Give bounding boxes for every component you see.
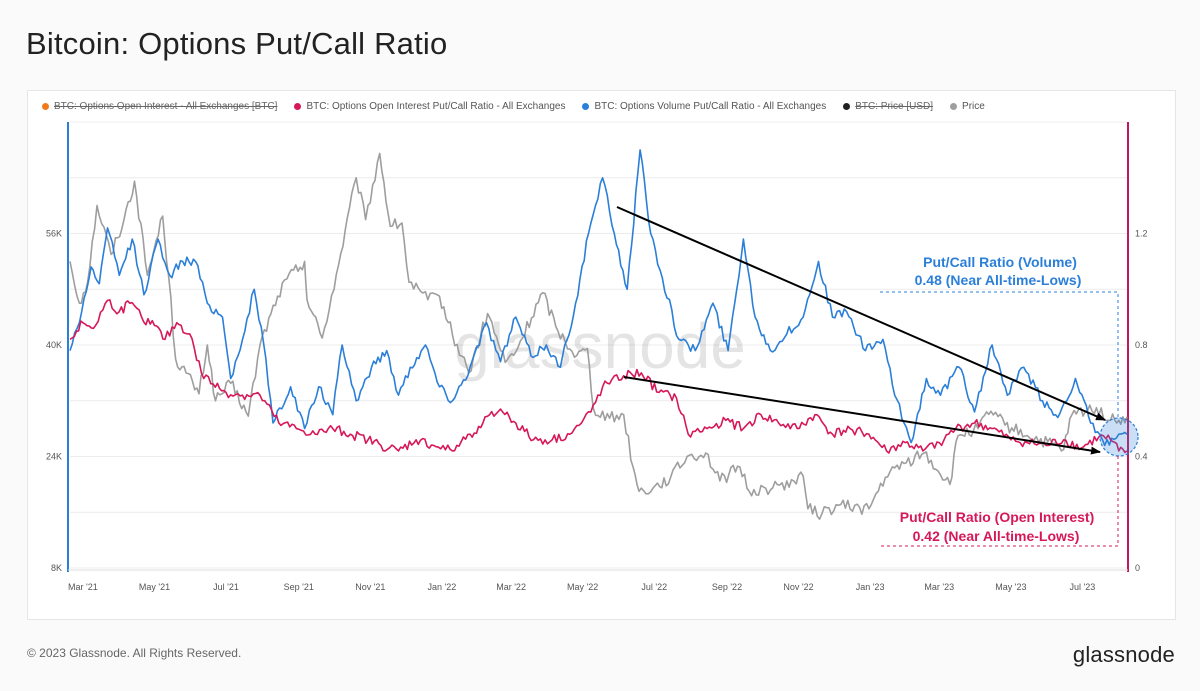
glassnode-logo: glassnode — [1072, 642, 1175, 667]
legend-item-1[interactable]: BTC: Options Open Interest - All Exchang… — [42, 101, 277, 112]
x-tick-label: May '23 — [995, 582, 1026, 592]
x-tick-label: Mar '21 — [68, 582, 98, 592]
volume-annotation-title: Put/Call Ratio (Volume) — [923, 254, 1077, 270]
chart-legend: BTC: Options Open Interest - All Exchang… — [42, 96, 1002, 116]
x-tick-label: Nov '22 — [783, 582, 813, 592]
chart-panel — [27, 90, 1176, 620]
x-tick-label: Mar '23 — [924, 582, 954, 592]
legend-marker — [294, 102, 302, 110]
series-line-1 — [69, 152, 1128, 520]
legend-item-5[interactable]: Price — [950, 101, 985, 112]
watermark: glassnode — [454, 310, 746, 382]
legend-marker — [843, 102, 851, 110]
x-tick-label: Nov '21 — [355, 582, 385, 592]
legend-marker — [950, 102, 958, 110]
oi-annotation-value: 0.42 (Near All-time-Lows) — [913, 528, 1080, 544]
highlight-circle — [1099, 417, 1139, 457]
x-tick-label: Jul '23 — [1070, 582, 1096, 592]
legend-label: Price — [962, 100, 985, 112]
legend-marker — [582, 102, 590, 110]
legend-label: BTC: Options Open Interest - All Exchang… — [54, 100, 278, 112]
x-tick-label: Jul '22 — [641, 582, 667, 592]
y-right-tick-label: 0.8 — [1135, 340, 1148, 350]
volume-callout-bracket — [880, 291, 1119, 420]
y-right-tick-label: 1.2 — [1135, 229, 1148, 239]
x-tick-label: Sep '21 — [284, 582, 314, 592]
x-tick-label: Jan '23 — [856, 582, 885, 592]
y-right-tick-label: 0.4 — [1135, 452, 1148, 462]
series-line-2 — [69, 149, 1128, 447]
page-title: Bitcoin: Options Put/Call Ratio — [26, 26, 448, 61]
legend-item-4[interactable]: BTC: Price [USD] — [843, 101, 933, 112]
trend-arrow-volume — [616, 206, 1106, 421]
y-left-tick-label: 24K — [46, 452, 62, 462]
x-tick-label: Mar '22 — [496, 582, 526, 592]
legend-item-2[interactable]: BTC: Options Open Interest Put/Call Rati… — [294, 101, 565, 112]
legend-label: BTC: Options Open Interest Put/Call Rati… — [306, 100, 566, 112]
y-left-tick-label: 56K — [46, 229, 62, 239]
x-tick-label: Sep '22 — [712, 582, 742, 592]
oi-callout-bracket — [880, 456, 1119, 547]
series-line-3 — [69, 299, 1128, 454]
legend-label: BTC: Options Volume Put/Call Ratio - All… — [594, 100, 827, 112]
x-tick-label: May '22 — [567, 582, 598, 592]
legend-marker — [42, 102, 49, 110]
legend-item-3[interactable]: BTC: Options Volume Put/Call Ratio - All… — [582, 101, 826, 112]
y-left-tick-label: 8K — [51, 563, 62, 573]
volume-annotation-value: 0.48 (Near All-time-Lows) — [915, 272, 1082, 288]
copyright-text: © 2023 Glassnode. All Rights Reserved. — [27, 646, 242, 660]
trend-arrow-open-interest — [623, 376, 1101, 455]
x-tick-label: Jul '21 — [213, 582, 239, 592]
y-right-tick-label: 0 — [1135, 563, 1140, 573]
y-left-tick-label: 40K — [46, 340, 62, 350]
x-tick-label: Jan '22 — [428, 582, 457, 592]
legend-label: BTC: Price [USD] — [855, 100, 934, 112]
x-tick-label: May '21 — [139, 582, 170, 592]
oi-annotation-title: Put/Call Ratio (Open Interest) — [900, 509, 1094, 525]
